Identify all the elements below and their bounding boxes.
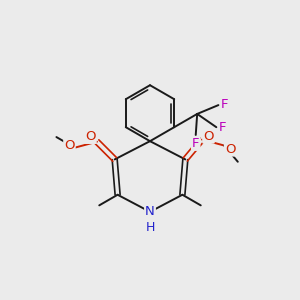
Text: N: N xyxy=(145,205,155,218)
Text: O: O xyxy=(85,130,96,143)
Text: H: H xyxy=(145,220,155,234)
Text: F: F xyxy=(192,137,200,150)
Text: O: O xyxy=(64,139,75,152)
Text: O: O xyxy=(203,130,214,142)
Text: F: F xyxy=(221,98,229,111)
Text: F: F xyxy=(219,121,226,134)
Text: O: O xyxy=(225,142,235,156)
